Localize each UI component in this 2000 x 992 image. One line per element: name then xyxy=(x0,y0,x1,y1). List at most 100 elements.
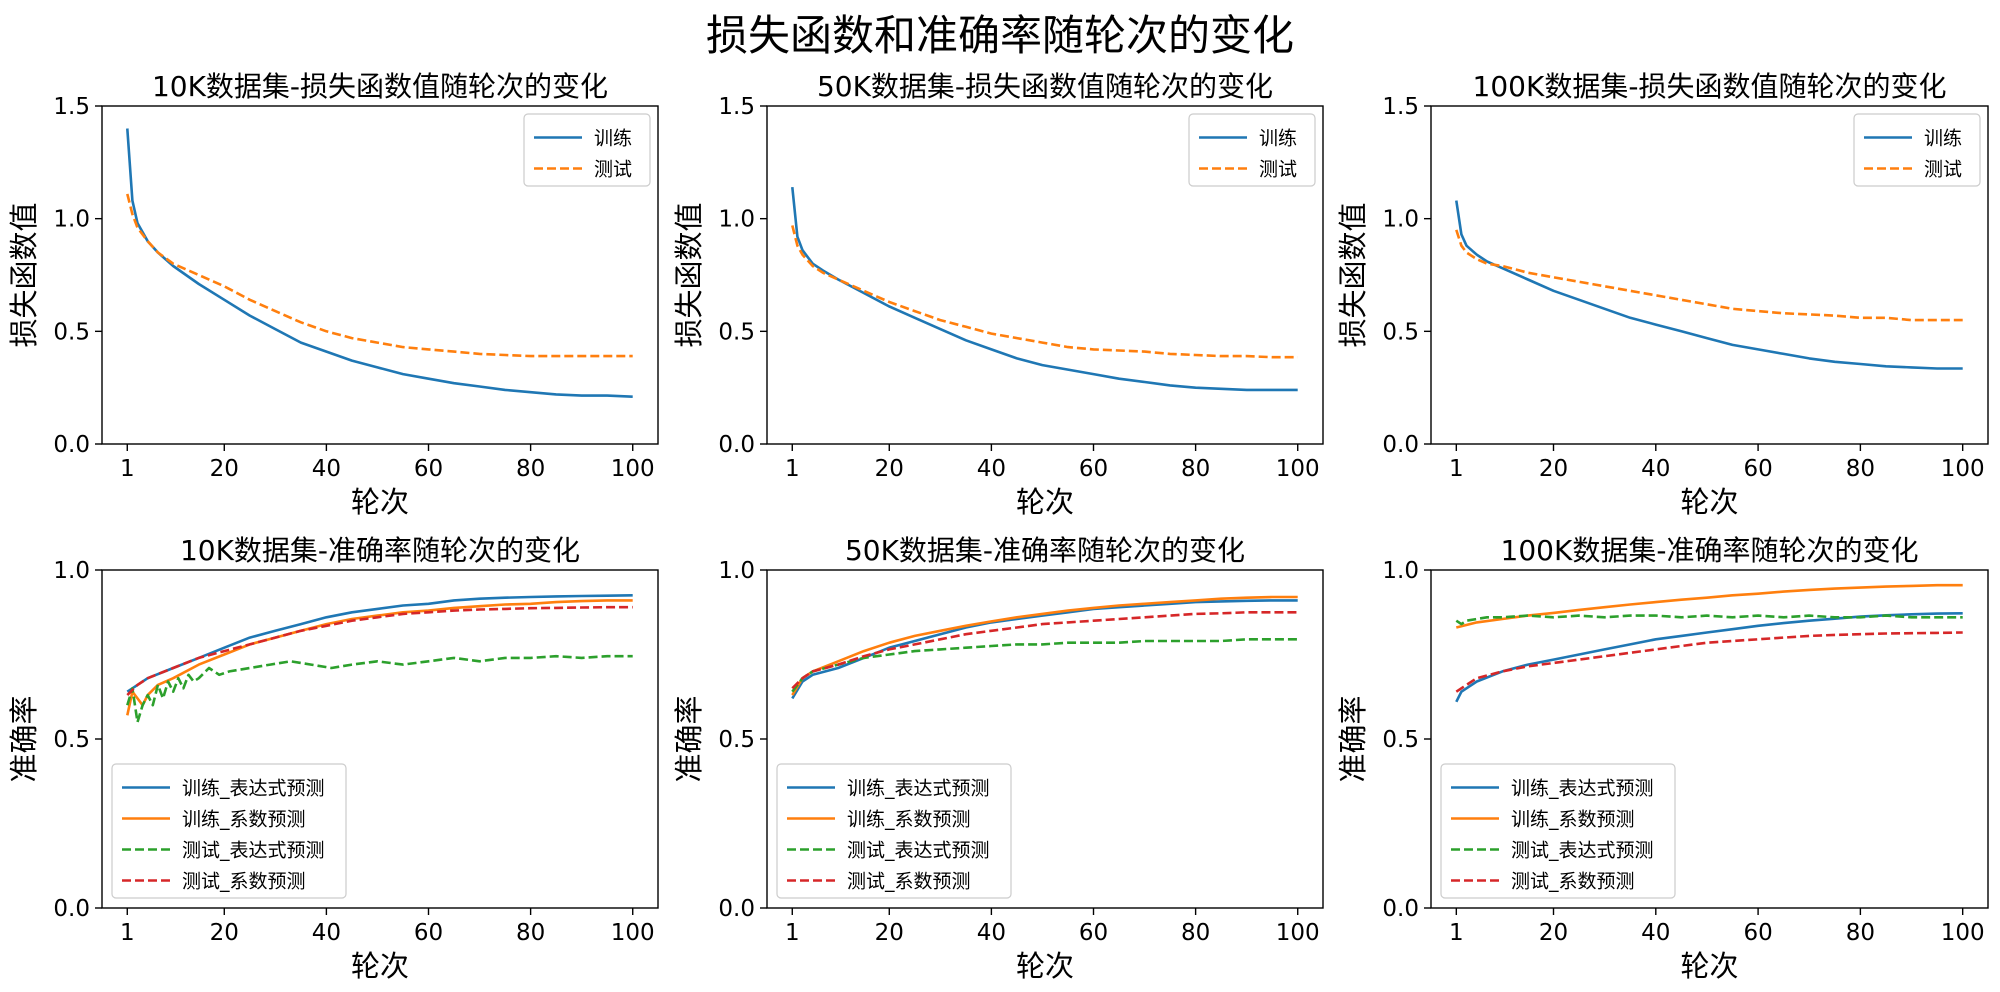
chart-title: 10K数据集-准确率随轮次的变化 xyxy=(180,534,580,567)
x-tick-label: 1 xyxy=(785,456,800,482)
y-tick-label: 0.0 xyxy=(53,432,90,458)
legend-label: 训练_表达式预测 xyxy=(182,778,325,800)
series-line-2 xyxy=(791,225,1298,359)
y-tick-label: 1.0 xyxy=(1382,207,1419,233)
x-tick-label: 60 xyxy=(1079,920,1108,946)
y-tick-label: 0.0 xyxy=(1382,432,1419,458)
x-tick-label: 40 xyxy=(977,920,1006,946)
x-tick-label: 100 xyxy=(611,920,655,946)
y-tick-label: 1.0 xyxy=(1382,558,1419,584)
legend-label: 测试 xyxy=(1259,159,1297,181)
x-tick-label: 60 xyxy=(1743,456,1772,482)
x-tick-label: 60 xyxy=(414,456,443,482)
x-tick-label: 40 xyxy=(312,920,341,946)
x-tick-label: 1 xyxy=(120,456,135,482)
legend-label: 训练_表达式预测 xyxy=(847,778,990,800)
x-tick-label: 20 xyxy=(875,920,904,946)
chart-title: 50K数据集-损失函数值随轮次的变化 xyxy=(817,70,1273,103)
series-line-1 xyxy=(1455,200,1963,370)
series-line-4 xyxy=(791,610,1298,690)
series-line-1 xyxy=(126,128,633,398)
series-line-2 xyxy=(1455,229,1963,322)
y-axis-label: 损失函数值 xyxy=(1336,202,1370,347)
chart-panel-1: 1 20 40 60 80 100 0.0 0.5 1.0 1.5 10K数据集-损失函数值随轮次的… xyxy=(7,70,659,519)
legend-label: 测试 xyxy=(1924,159,1962,181)
x-axis-label: 轮次 xyxy=(1016,485,1074,519)
legend-label: 训练_系数预测 xyxy=(1511,809,1635,831)
plot-frame xyxy=(101,105,659,445)
chart-panel-3: 1 20 40 60 80 100 0.0 0.5 1.0 1.5 100K数据集-损失函数值随轮次… xyxy=(1336,70,1989,519)
y-tick-label: 1.0 xyxy=(718,207,755,233)
series-line-3 xyxy=(126,654,633,724)
y-tick-label: 0.0 xyxy=(1382,896,1419,922)
x-tick-label: 60 xyxy=(1079,456,1108,482)
chart-title: 50K数据集-准确率随轮次的变化 xyxy=(845,534,1245,567)
legend-label: 测试_表达式预测 xyxy=(847,840,990,862)
x-axis-label: 轮次 xyxy=(351,485,409,519)
legend-label: 测试 xyxy=(594,159,632,181)
x-tick-label: 60 xyxy=(1743,920,1772,946)
legend-label: 训练 xyxy=(1924,128,1962,150)
y-axis-label: 损失函数值 xyxy=(7,202,41,347)
y-tick-label: 0.0 xyxy=(718,896,755,922)
legend-label: 测试_系数预测 xyxy=(182,871,306,893)
y-tick-label: 1.5 xyxy=(53,94,90,120)
x-tick-label: 80 xyxy=(1181,456,1210,482)
x-tick-label: 60 xyxy=(414,920,443,946)
series-line-4 xyxy=(1455,631,1963,693)
legend-label: 训练 xyxy=(1259,128,1297,150)
series-line-2 xyxy=(791,595,1298,696)
x-tick-label: 40 xyxy=(1641,920,1670,946)
legend-box xyxy=(1440,763,1676,899)
x-tick-label: 80 xyxy=(1846,456,1875,482)
legend-box xyxy=(776,763,1012,899)
x-tick-label: 20 xyxy=(1539,920,1568,946)
x-axis-label: 轮次 xyxy=(1680,949,1738,983)
x-tick-label: 100 xyxy=(611,456,655,482)
chart-panel-2: 1 20 40 60 80 100 0.0 0.5 1.0 1.5 50K数据集-损失函数值随轮次的… xyxy=(672,70,1324,519)
y-tick-label: 0.5 xyxy=(53,727,90,753)
series-line-1 xyxy=(791,186,1298,392)
y-tick-label: 1.0 xyxy=(53,558,90,584)
y-axis-label: 准确率 xyxy=(1336,695,1370,782)
x-tick-label: 1 xyxy=(1449,920,1464,946)
y-tick-label: 0.0 xyxy=(53,896,90,922)
y-tick-label: 1.0 xyxy=(718,558,755,584)
legend-label: 测试_表达式预测 xyxy=(1511,840,1654,862)
x-tick-label: 80 xyxy=(516,920,545,946)
y-axis-label: 损失函数值 xyxy=(672,202,706,347)
x-tick-label: 20 xyxy=(210,456,239,482)
series-line-1 xyxy=(126,594,633,693)
legend-label: 测试_系数预测 xyxy=(847,871,971,893)
plot-frame xyxy=(1430,105,1989,445)
x-tick-label: 100 xyxy=(1941,456,1985,482)
chart-title: 10K数据集-损失函数值随轮次的变化 xyxy=(152,70,608,103)
series-line-1 xyxy=(791,599,1298,700)
y-tick-label: 0.5 xyxy=(718,727,755,753)
series-line-4 xyxy=(126,605,633,697)
y-axis-label: 准确率 xyxy=(7,695,41,782)
series-line-3 xyxy=(791,637,1298,693)
y-tick-label: 1.5 xyxy=(1382,94,1419,120)
x-tick-label: 80 xyxy=(1846,920,1875,946)
legend-label: 训练_表达式预测 xyxy=(1511,778,1654,800)
legend-box xyxy=(111,763,347,899)
plot-frame xyxy=(766,105,1324,445)
x-axis-label: 轮次 xyxy=(1016,949,1074,983)
x-tick-label: 80 xyxy=(1181,920,1210,946)
x-tick-label: 100 xyxy=(1276,920,1320,946)
y-tick-label: 0.0 xyxy=(718,432,755,458)
chart-panel-6: 1 20 40 60 80 100 0.0 0.5 1.0 100K数据集-准确率随轮次的变化轮次… xyxy=(1336,534,1989,983)
legend-label: 训练_系数预测 xyxy=(182,809,306,831)
x-tick-label: 100 xyxy=(1276,456,1320,482)
x-tick-label: 40 xyxy=(1641,456,1670,482)
series-line-1 xyxy=(1455,612,1963,703)
